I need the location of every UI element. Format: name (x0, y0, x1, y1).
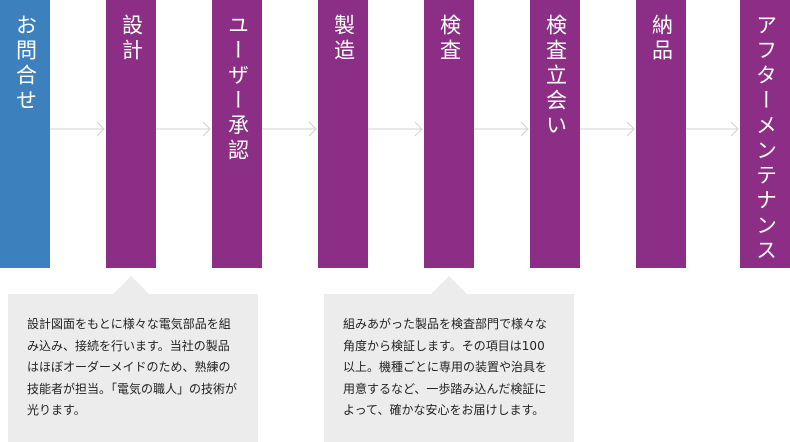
step-label: お問合せ (13, 14, 38, 114)
step-after-maintenance: アフターメンテナンス (740, 0, 790, 268)
note-pointer (113, 276, 149, 294)
step-label: アフターメンテナンス (753, 14, 778, 264)
inspection-note: 組みあがった製品を検査部門で様々な角度から検証します。その項目は100以上。機種… (324, 294, 574, 442)
step-label: 製造 (331, 14, 356, 64)
design-note-text: 設計図面をもとに様々な電気部品を組み込み、接続を行います。当社の製品はほぼオーダ… (27, 317, 238, 417)
arrow-icon (156, 121, 211, 137)
step-label: ユーザー承認 (225, 14, 250, 164)
step-label: 納品 (649, 14, 674, 64)
arrow-icon (50, 121, 105, 137)
step-design: 設計 (106, 0, 156, 268)
arrow-icon (474, 121, 529, 137)
step-inquiry: お問合せ (0, 0, 50, 268)
design-note: 設計図面をもとに様々な電気部品を組み込み、接続を行います。当社の製品はほぼオーダ… (8, 294, 258, 442)
step-inspection: 検査 (424, 0, 474, 268)
step-user-approval: ユーザー承認 (212, 0, 262, 268)
step-label: 設計 (119, 14, 144, 64)
arrow-icon (368, 121, 423, 137)
note-pointer (431, 276, 467, 294)
arrow-icon (262, 121, 317, 137)
step-delivery: 納品 (636, 0, 686, 268)
arrow-icon (580, 121, 635, 137)
step-inspection-attendance: 検査立会い (530, 0, 580, 268)
step-label: 検査立会い (543, 14, 568, 139)
step-manufacturing: 製造 (318, 0, 368, 268)
step-label: 検査 (437, 14, 462, 64)
inspection-note-text: 組みあがった製品を検査部門で様々な角度から検証します。その項目は100以上。機種… (343, 317, 548, 417)
arrow-icon (686, 121, 739, 137)
